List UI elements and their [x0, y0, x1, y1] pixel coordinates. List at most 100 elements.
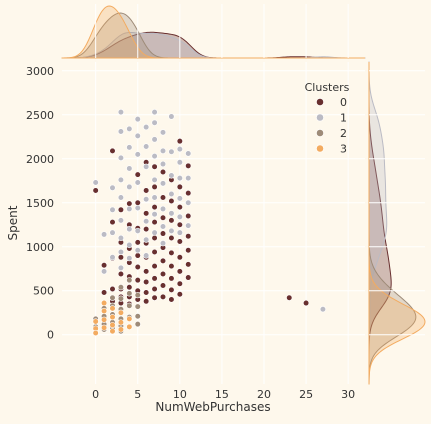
scatter-point-cluster-3 — [100, 324, 108, 331]
scatter-point-cluster-1 — [117, 264, 125, 271]
scatter-point-cluster-1 — [134, 179, 141, 186]
scatter-point-cluster-1 — [117, 248, 125, 256]
scatter-point-cluster-0 — [126, 200, 133, 207]
grid-lines — [62, 4, 425, 384]
scatter-point-cluster-1 — [143, 163, 150, 170]
scatter-point-cluster-1 — [151, 211, 158, 218]
scatter-point-cluster-3 — [100, 316, 108, 323]
scatter-point-cluster-3 — [92, 329, 99, 337]
x-tick-label: 20 — [257, 388, 271, 401]
scatter-point-cluster-1 — [168, 190, 175, 198]
scatter-point-cluster-1 — [126, 165, 133, 172]
scatter-point-cluster-1 — [143, 124, 150, 131]
y-tick-label: 1000 — [26, 241, 54, 254]
y-tick-label: 3000 — [26, 65, 54, 78]
x-axis-label: NumWebPurchases — [155, 400, 270, 414]
scatter-point-cluster-0 — [168, 217, 175, 224]
scatter-point-cluster-3 — [117, 326, 125, 333]
scatter-point-cluster-0 — [117, 206, 125, 213]
scatter-point-cluster-0 — [151, 248, 158, 256]
scatter-point-cluster-1 — [143, 218, 150, 225]
scatter-point-cluster-0 — [143, 278, 150, 286]
scatter-point-cluster-1 — [143, 252, 150, 259]
y-tick-labels: 0 500 1000 1500 2000 2500 3000 — [26, 65, 54, 342]
scatter-point-cluster-1 — [159, 240, 167, 247]
scatter-point-cluster-1 — [117, 234, 125, 242]
scatter-point-cluster-1 — [168, 172, 175, 179]
scatter-point-cluster-1 — [134, 116, 141, 123]
scatter-point-cluster-3 — [117, 319, 125, 326]
scatter-point-cluster-2 — [134, 321, 141, 328]
scatter-point-cluster-1 — [159, 160, 167, 168]
scatter-point-cluster-1 — [176, 159, 183, 166]
scatter-point-cluster-0 — [151, 163, 158, 170]
scatter-point-cluster-3 — [109, 321, 116, 329]
scatter-point-cluster-2 — [126, 277, 133, 284]
legend-marker-cluster-0 — [316, 98, 324, 106]
y-tick-label: 0 — [47, 329, 54, 342]
scatter-point-cluster-0 — [151, 219, 158, 226]
scatter-point-cluster-1 — [185, 199, 192, 206]
legend-label-cluster-3: 3 — [340, 143, 347, 156]
scatter-point-cluster-0 — [92, 187, 99, 194]
scatter-point-cluster-0 — [159, 194, 167, 201]
scatter-point-cluster-0 — [151, 275, 158, 282]
scatter-point-cluster-0 — [176, 238, 183, 245]
scatter-point-cluster-1 — [126, 125, 133, 132]
scatter-point-cluster-2 — [126, 290, 133, 297]
scatter-point-cluster-1 — [151, 176, 158, 183]
scatter-point-cluster-0 — [159, 214, 167, 221]
scatter-point-cluster-1 — [151, 136, 158, 143]
scatter-point-cluster-0 — [126, 284, 133, 291]
scatter-point-cluster-0 — [151, 263, 158, 270]
scatter-point-cluster-0 — [143, 298, 150, 305]
scatter-point-cluster-1 — [109, 254, 116, 261]
scatter-point-cluster-0 — [117, 270, 125, 278]
right-marginal-kde — [368, 61, 426, 385]
x-tick-label: 30 — [341, 388, 355, 401]
scatter-point-cluster-1 — [109, 206, 116, 213]
scatter-point-cluster-1 — [168, 210, 175, 217]
scatter-point-cluster-1 — [117, 176, 125, 183]
scatter-point-cluster-1 — [319, 306, 327, 313]
scatter-point-cluster-0 — [143, 268, 150, 275]
scatter-point-cluster-1 — [134, 227, 141, 235]
legend-items: 0 1 2 3 — [316, 96, 347, 156]
scatter-point-cluster-1 — [134, 151, 141, 158]
scatter-point-cluster-0 — [143, 187, 150, 194]
scatter-point-cluster-0 — [168, 249, 175, 257]
scatter-point-cluster-2 — [134, 303, 141, 310]
scatter-point-cluster-2 — [126, 302, 133, 309]
scatter-point-cluster-0 — [185, 233, 192, 240]
scatter-point-cluster-1 — [143, 143, 150, 150]
scatter-point-cluster-1 — [168, 227, 175, 235]
scatter-point-cluster-0 — [185, 162, 192, 169]
scatter-point-cluster-0 — [134, 239, 141, 246]
scatter-point-cluster-0 — [185, 274, 192, 281]
scatter-point-cluster-0 — [159, 270, 167, 278]
scatter-point-cluster-1 — [126, 183, 133, 191]
scatter-point-cluster-1 — [100, 268, 108, 275]
scatter-point-cluster-0 — [176, 183, 183, 191]
scatter-point-cluster-1 — [134, 204, 141, 212]
x-tick-label: 15 — [215, 388, 229, 401]
x-tick-label: 0 — [92, 388, 99, 401]
scatter-point-cluster-1 — [151, 119, 158, 126]
legend-label-cluster-1: 1 — [340, 112, 347, 125]
scatter-point-cluster-0 — [168, 263, 175, 270]
scatter-point-cluster-0 — [143, 210, 150, 217]
scatter-point-cluster-1 — [143, 236, 150, 243]
scatter-point-cluster-1 — [151, 109, 158, 116]
x-tick-labels: 0 5 10 15 20 25 30 — [92, 388, 355, 401]
y-axis-label: Spent — [6, 205, 20, 240]
legend-label-cluster-0: 0 — [340, 96, 347, 109]
scatter-point-cluster-0 — [159, 282, 167, 289]
scatter-point-cluster-1 — [126, 205, 133, 213]
scatter-point-cluster-1 — [176, 145, 183, 153]
x-tick-label: 25 — [299, 388, 313, 401]
scatter-point-cluster-0 — [159, 257, 167, 264]
scatter-point-cluster-0 — [134, 171, 141, 178]
scatter-point-cluster-1 — [134, 132, 141, 140]
scatter-point-cluster-0 — [109, 147, 116, 154]
scatter-point-cluster-1 — [176, 195, 183, 202]
